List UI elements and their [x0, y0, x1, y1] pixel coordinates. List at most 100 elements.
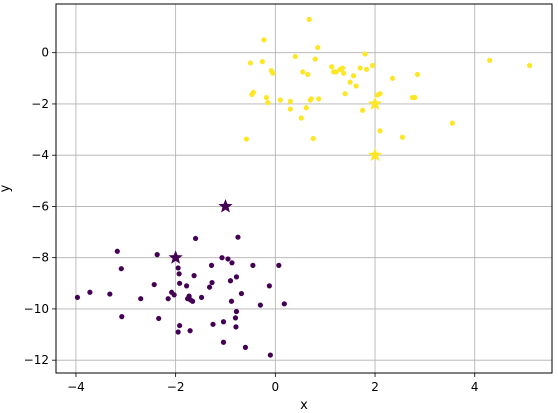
data-point	[225, 256, 231, 262]
data-point	[184, 283, 190, 289]
data-point	[315, 44, 321, 51]
data-point	[449, 120, 455, 126]
data-point	[265, 100, 271, 106]
x-tick-label: −2	[167, 380, 185, 394]
data-point	[487, 57, 493, 63]
data-point	[208, 262, 215, 268]
data-point	[412, 94, 418, 101]
data-point	[232, 315, 239, 321]
data-point	[377, 91, 383, 97]
data-point	[261, 37, 267, 43]
centroid-star	[367, 96, 383, 111]
data-point	[74, 294, 81, 301]
centroid-star	[367, 147, 383, 162]
x-tick-label: −4	[67, 380, 85, 394]
centroid-star	[168, 250, 183, 264]
data-point	[329, 64, 335, 70]
data-point	[357, 65, 363, 71]
data-point	[227, 278, 234, 284]
data-point	[399, 134, 406, 140]
data-point	[316, 96, 322, 102]
data-point	[292, 53, 298, 60]
data-point	[151, 281, 157, 288]
data-point	[298, 115, 304, 121]
data-point	[377, 128, 383, 134]
data-point	[247, 60, 254, 66]
data-point	[341, 70, 347, 76]
x-tick-label: 2	[371, 380, 379, 394]
data-point	[363, 66, 370, 72]
data-point	[305, 71, 311, 78]
data-point	[257, 302, 263, 308]
data-point	[220, 319, 227, 325]
data-point	[138, 296, 144, 302]
data-point	[198, 294, 205, 301]
data-point	[233, 274, 240, 280]
y-axis-label: y	[0, 184, 13, 192]
data-point	[114, 248, 120, 254]
y-tick-label: −4	[31, 148, 49, 162]
data-point	[235, 234, 241, 240]
data-point	[175, 265, 181, 271]
data-point	[250, 262, 256, 268]
y-tick-label: −6	[31, 199, 49, 213]
grid	[56, 4, 552, 373]
data-point	[342, 91, 348, 97]
data-point	[250, 89, 257, 96]
data-point	[175, 329, 181, 335]
data-point	[308, 96, 314, 102]
data-point	[287, 106, 293, 112]
x-axis-label: x	[300, 398, 308, 413]
data-point	[228, 298, 235, 304]
data-point	[191, 273, 197, 279]
data-point	[219, 255, 225, 261]
data-point	[233, 324, 239, 330]
y-tick-label: 0	[41, 46, 49, 60]
data-point	[209, 279, 215, 286]
data-point	[243, 136, 250, 142]
data-point	[87, 289, 93, 295]
plot-frame	[55, 3, 553, 374]
data-point	[189, 298, 196, 304]
data-point	[362, 51, 368, 57]
data-point	[281, 301, 287, 307]
data-point	[263, 94, 269, 101]
data-point	[347, 79, 353, 85]
data-point	[176, 271, 182, 277]
data-point	[270, 70, 276, 76]
data-point	[340, 65, 346, 71]
x-tick-label: 0	[272, 380, 280, 394]
data-points	[74, 16, 533, 358]
data-point	[118, 266, 124, 272]
data-point	[277, 97, 283, 103]
x-tick-label: 4	[471, 380, 479, 394]
y-tick-label: −12	[24, 353, 49, 367]
data-point	[233, 308, 240, 315]
data-point	[303, 105, 309, 111]
data-point	[266, 283, 272, 289]
data-point	[177, 280, 183, 286]
data-point	[312, 56, 318, 62]
data-point	[414, 71, 421, 78]
data-point	[165, 296, 171, 302]
data-point	[154, 252, 160, 258]
y-tick-label: −8	[31, 251, 49, 265]
data-point	[210, 321, 216, 327]
data-point	[300, 69, 306, 75]
data-point	[276, 262, 282, 268]
data-point	[177, 322, 183, 329]
axis-ticks: −4 −2 0 2 4 0 −2 −4 −6 −8 −10 −12	[24, 46, 479, 394]
data-point	[369, 62, 376, 69]
data-point	[156, 315, 162, 322]
data-point	[351, 73, 357, 79]
data-point	[310, 135, 316, 142]
data-point	[107, 291, 113, 297]
data-point	[259, 59, 265, 65]
y-tick-label: −10	[24, 302, 49, 316]
data-point	[238, 290, 245, 297]
data-point	[187, 328, 193, 334]
data-point	[206, 284, 213, 290]
data-point	[526, 62, 533, 69]
data-point	[119, 314, 125, 320]
